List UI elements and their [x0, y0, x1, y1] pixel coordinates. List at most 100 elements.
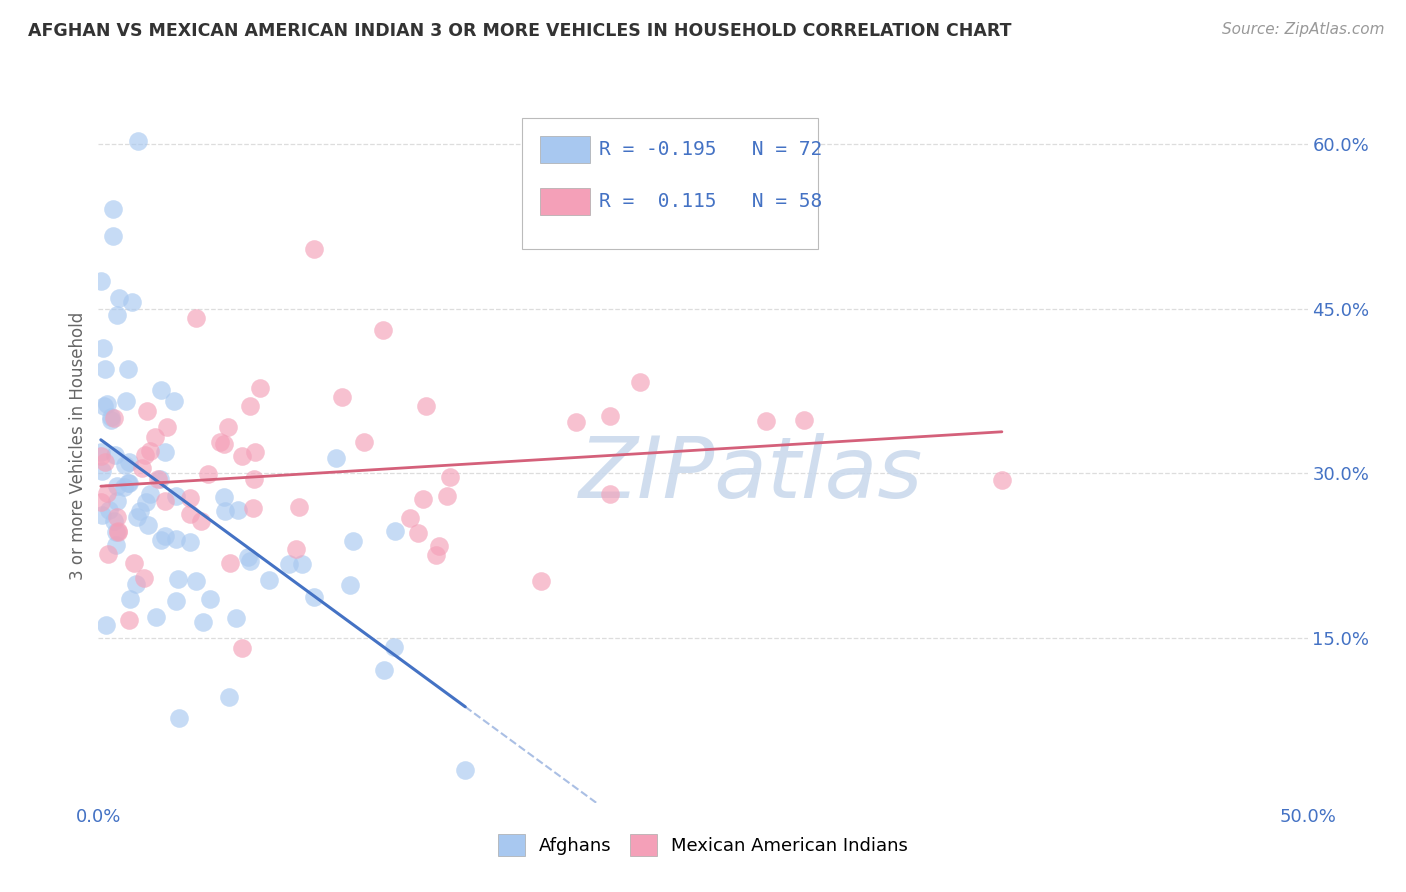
Point: [98, 502, 121, 516]
Point: [214, 504, 236, 518]
Text: Source: ZipAtlas.com: Source: ZipAtlas.com: [1222, 22, 1385, 37]
Point: [231, 450, 253, 464]
Point: [257, 574, 280, 588]
Point: [184, 574, 207, 588]
Point: [243, 445, 266, 459]
Point: [155, 529, 177, 543]
Point: [342, 533, 364, 548]
Point: [100, 410, 122, 425]
Point: [93, 399, 115, 413]
Point: [217, 419, 239, 434]
Point: [755, 414, 778, 428]
Point: [225, 611, 247, 625]
Point: [105, 309, 128, 323]
Point: [107, 524, 129, 539]
Point: [165, 594, 187, 608]
Point: [371, 323, 394, 337]
Text: AFGHAN VS MEXICAN AMERICAN INDIAN 3 OR MORE VEHICLES IN HOUSEHOLD CORRELATION CH: AFGHAN VS MEXICAN AMERICAN INDIAN 3 OR M…: [28, 22, 1012, 40]
Point: [122, 556, 145, 570]
Point: [991, 473, 1014, 487]
Point: [628, 375, 651, 389]
Point: [143, 430, 166, 444]
Point: [291, 557, 314, 571]
Point: [96, 486, 118, 500]
Point: [105, 493, 128, 508]
Point: [139, 444, 162, 458]
Point: [179, 507, 201, 521]
Point: [425, 548, 447, 562]
Point: [150, 383, 173, 397]
Y-axis label: 3 or more Vehicles in Household: 3 or more Vehicles in Household: [69, 312, 87, 580]
Point: [287, 500, 309, 514]
Point: [163, 394, 186, 409]
Point: [599, 486, 621, 500]
Point: [97, 547, 120, 561]
Point: [197, 467, 219, 481]
Point: [117, 362, 139, 376]
Point: [599, 409, 621, 423]
Point: [118, 592, 141, 607]
Text: R =  0.115   N = 58: R = 0.115 N = 58: [599, 192, 823, 211]
Point: [107, 291, 129, 305]
Point: [190, 514, 212, 528]
Point: [90, 274, 112, 288]
Point: [104, 525, 127, 540]
Point: [153, 444, 176, 458]
Point: [103, 514, 125, 528]
Point: [793, 413, 815, 427]
Point: [91, 464, 114, 478]
Point: [146, 472, 169, 486]
Point: [226, 503, 249, 517]
Point: [218, 690, 240, 705]
Point: [134, 571, 156, 585]
Point: [93, 455, 115, 469]
Point: [212, 437, 235, 451]
Point: [165, 533, 187, 547]
Text: ZIPatlas: ZIPatlas: [579, 433, 924, 516]
Point: [249, 381, 271, 395]
Point: [304, 243, 326, 257]
Point: [412, 491, 434, 506]
Point: [103, 410, 125, 425]
Point: [107, 510, 129, 524]
Point: [242, 500, 264, 515]
Point: [439, 470, 461, 484]
Point: [112, 480, 135, 494]
Point: [208, 434, 231, 449]
Point: [148, 472, 170, 486]
FancyBboxPatch shape: [522, 118, 818, 249]
Point: [236, 550, 259, 565]
Point: [406, 526, 429, 541]
Point: [136, 518, 159, 533]
Point: [399, 511, 422, 525]
Point: [384, 524, 406, 538]
FancyBboxPatch shape: [540, 136, 591, 163]
Point: [302, 590, 325, 604]
Point: [373, 663, 395, 677]
Point: [121, 295, 143, 310]
Point: [107, 524, 129, 539]
Point: [114, 458, 136, 472]
Point: [145, 610, 167, 624]
Point: [127, 135, 149, 149]
Point: [90, 445, 112, 459]
Point: [118, 455, 141, 469]
Point: [104, 448, 127, 462]
Point: [212, 490, 235, 504]
Point: [454, 763, 477, 777]
Point: [125, 576, 148, 591]
Point: [219, 556, 242, 570]
Point: [94, 362, 117, 376]
Point: [167, 711, 190, 725]
Point: [179, 491, 201, 506]
Point: [353, 434, 375, 449]
Point: [156, 420, 179, 434]
Point: [96, 618, 118, 632]
Point: [278, 557, 301, 571]
Point: [134, 448, 156, 462]
Point: [179, 534, 201, 549]
Legend: Afghans, Mexican American Indians: Afghans, Mexican American Indians: [489, 825, 917, 865]
Point: [382, 640, 405, 654]
Point: [135, 495, 157, 509]
Point: [415, 399, 437, 413]
